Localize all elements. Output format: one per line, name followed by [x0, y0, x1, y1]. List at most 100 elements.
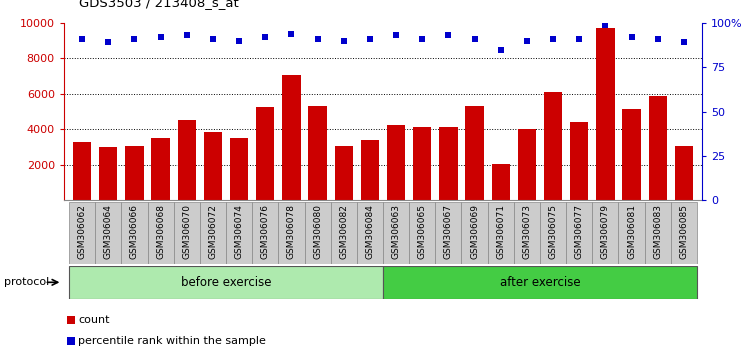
Point	[155, 34, 167, 40]
Bar	[570, 122, 588, 200]
Point	[128, 36, 140, 42]
Text: before exercise: before exercise	[181, 276, 271, 289]
Bar	[540, 202, 566, 264]
Bar	[95, 202, 122, 264]
Point	[652, 36, 664, 42]
Text: GSM306079: GSM306079	[601, 204, 610, 259]
Text: GSM306070: GSM306070	[182, 204, 192, 259]
Text: GSM306074: GSM306074	[234, 204, 243, 258]
Text: GSM306085: GSM306085	[680, 204, 689, 259]
Bar	[335, 146, 353, 200]
Bar	[256, 107, 274, 200]
Text: percentile rank within the sample: percentile rank within the sample	[78, 336, 266, 346]
Bar	[593, 202, 619, 264]
Point	[65, 317, 77, 323]
Bar	[644, 202, 671, 264]
Text: protocol: protocol	[4, 277, 49, 287]
Point	[102, 40, 114, 45]
Text: GSM306072: GSM306072	[209, 204, 218, 258]
Point	[573, 36, 585, 42]
Text: GSM306069: GSM306069	[470, 204, 479, 259]
Text: GSM306068: GSM306068	[156, 204, 165, 259]
Bar	[619, 202, 644, 264]
Bar	[279, 202, 304, 264]
Bar	[649, 96, 667, 200]
Bar	[383, 266, 697, 299]
Text: GSM306077: GSM306077	[575, 204, 584, 259]
Bar	[69, 202, 95, 264]
Bar	[173, 202, 200, 264]
Bar	[514, 202, 540, 264]
Text: GSM306083: GSM306083	[653, 204, 662, 259]
Bar	[439, 127, 457, 200]
Point	[259, 34, 271, 40]
Bar	[517, 129, 536, 200]
Bar	[122, 202, 147, 264]
Bar	[544, 92, 562, 200]
Text: GSM306064: GSM306064	[104, 204, 113, 258]
Bar	[409, 202, 436, 264]
Point	[599, 22, 611, 28]
Text: GSM306075: GSM306075	[548, 204, 557, 259]
Text: GSM306067: GSM306067	[444, 204, 453, 259]
Bar	[252, 202, 279, 264]
Bar	[487, 202, 514, 264]
Bar	[99, 147, 117, 200]
Text: GSM306071: GSM306071	[496, 204, 505, 259]
Point	[678, 40, 690, 45]
Point	[469, 36, 481, 42]
Text: GSM306066: GSM306066	[130, 204, 139, 259]
Point	[233, 38, 245, 44]
Bar	[152, 138, 170, 200]
Point	[442, 33, 454, 38]
Bar	[674, 146, 693, 200]
Text: GSM306063: GSM306063	[391, 204, 400, 259]
Point	[390, 33, 402, 38]
Point	[521, 38, 533, 44]
Text: GSM306073: GSM306073	[523, 204, 532, 259]
Text: count: count	[78, 315, 110, 325]
Text: GSM306062: GSM306062	[77, 204, 86, 258]
Bar	[204, 132, 222, 200]
Bar	[73, 142, 92, 200]
Bar	[147, 202, 173, 264]
Bar	[69, 266, 383, 299]
Bar	[125, 146, 143, 200]
Point	[364, 36, 376, 42]
Bar	[566, 202, 593, 264]
Bar	[309, 106, 327, 200]
Bar	[357, 202, 383, 264]
Bar	[304, 202, 330, 264]
Point	[181, 33, 193, 38]
Bar	[436, 202, 462, 264]
Text: GSM306076: GSM306076	[261, 204, 270, 259]
Bar	[226, 202, 252, 264]
Bar	[413, 127, 431, 200]
Point	[338, 38, 350, 44]
Point	[76, 36, 88, 42]
Bar	[360, 140, 379, 200]
Text: GSM306081: GSM306081	[627, 204, 636, 259]
Bar	[178, 120, 196, 200]
Text: GSM306078: GSM306078	[287, 204, 296, 259]
Bar	[383, 202, 409, 264]
Bar	[623, 109, 641, 200]
Point	[547, 36, 559, 42]
Bar	[596, 28, 614, 200]
Point	[416, 36, 428, 42]
Bar	[282, 75, 300, 200]
Text: GDS3503 / 213408_s_at: GDS3503 / 213408_s_at	[79, 0, 239, 9]
Bar	[330, 202, 357, 264]
Bar	[387, 125, 406, 200]
Bar	[492, 164, 510, 200]
Point	[626, 34, 638, 40]
Text: GSM306065: GSM306065	[418, 204, 427, 259]
Point	[207, 36, 219, 42]
Bar	[466, 106, 484, 200]
Bar	[230, 138, 249, 200]
Text: after exercise: after exercise	[499, 276, 581, 289]
Text: GSM306082: GSM306082	[339, 204, 348, 258]
Point	[285, 31, 297, 36]
Point	[65, 338, 77, 344]
Text: GSM306080: GSM306080	[313, 204, 322, 259]
